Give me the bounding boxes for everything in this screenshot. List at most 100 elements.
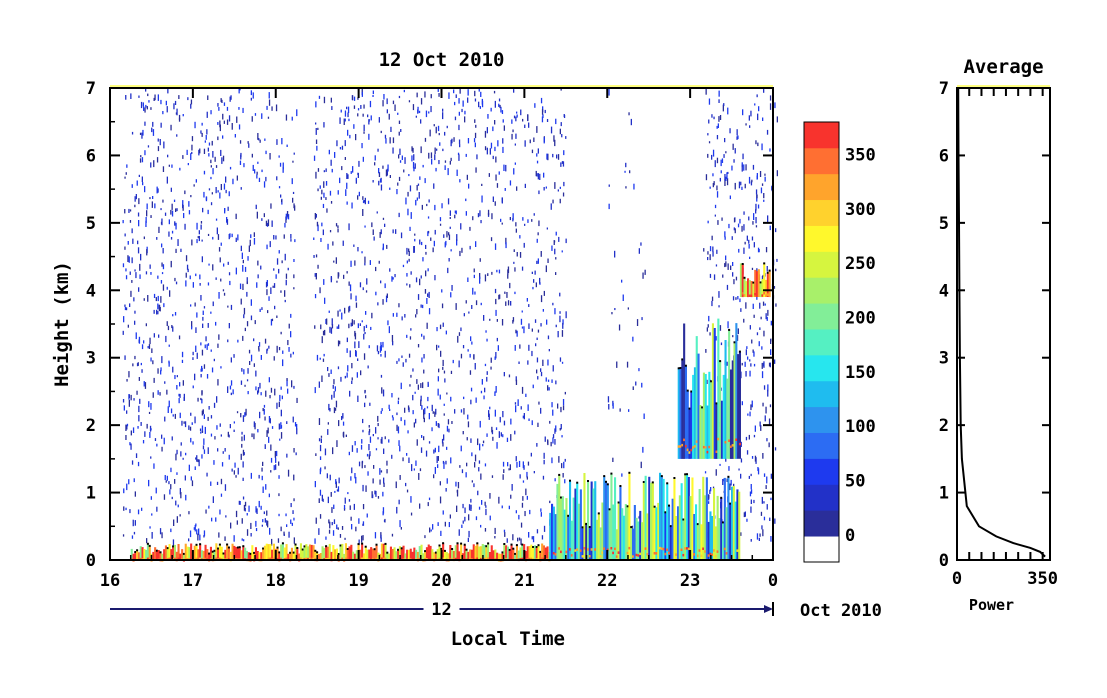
noise-speck: [734, 228, 736, 234]
x-axis-ticks: 16 17 18 19 20 21 22 23 0: [100, 88, 778, 591]
noise-speck: [156, 309, 158, 315]
noise-speck: [558, 456, 560, 463]
noise-speck: [428, 111, 430, 114]
noise-speck: [201, 425, 204, 432]
layer-streak: [708, 371, 711, 459]
layer-streak: [227, 547, 230, 560]
layer-streak: [556, 483, 559, 560]
layer-streak: [272, 543, 275, 560]
layer-streak: [713, 488, 716, 560]
layer-streak: [728, 329, 731, 459]
noise-speck: [283, 234, 285, 239]
noise-speck: [752, 221, 754, 225]
noise-speck: [291, 178, 293, 185]
noise-speck: [188, 201, 190, 207]
noise-speck: [441, 289, 443, 293]
noise-speck: [134, 320, 136, 325]
layer-streak: [596, 519, 599, 560]
noise-speck: [526, 298, 528, 302]
noise-speck: [354, 441, 356, 446]
noise-speck: [231, 468, 233, 472]
noise-speck: [220, 434, 222, 437]
layer-streak: [592, 488, 595, 560]
noise-speck: [355, 302, 358, 308]
layer-streak: [411, 551, 414, 560]
layer-streak: [370, 547, 373, 560]
noise-speck: [463, 396, 465, 400]
noise-speck: [160, 122, 162, 128]
layer-core: [310, 557, 313, 561]
noise-speck: [479, 276, 481, 279]
noise-speck: [740, 308, 742, 312]
noise-speck: [131, 257, 133, 264]
layer-streak: [702, 476, 705, 560]
noise-speck: [278, 268, 280, 274]
noise-speck: [126, 164, 128, 168]
noise-speck: [407, 208, 409, 216]
layer-core: [729, 445, 732, 448]
noise-speck: [758, 249, 760, 253]
noise-speck: [404, 419, 406, 426]
noise-speck: [731, 165, 733, 171]
noise-speck: [215, 517, 217, 522]
noise-speck: [463, 408, 465, 415]
noise-speck: [380, 280, 382, 284]
noise-speck: [200, 342, 202, 346]
noise-speck: [207, 95, 209, 100]
noise-speck: [293, 474, 295, 481]
layer-streak: [630, 527, 633, 560]
layer-core: [728, 439, 731, 442]
noise-speck: [398, 499, 400, 505]
layer-top-mark: [155, 549, 158, 552]
layer-core: [735, 438, 738, 441]
noise-speck: [361, 143, 363, 149]
layer-streak: [200, 550, 203, 560]
noise-speck: [537, 422, 539, 427]
noise-speck: [315, 139, 318, 144]
noise-speck: [513, 89, 515, 93]
noise-speck: [355, 526, 357, 532]
layer-streak: [256, 551, 259, 560]
noise-speck: [513, 115, 516, 119]
noise-speck: [546, 227, 548, 230]
noise-speck: [129, 271, 131, 275]
noise-speck: [251, 153, 253, 158]
noise-speck: [749, 370, 751, 377]
layer-top-mark: [535, 546, 538, 548]
noise-speck: [389, 408, 391, 411]
layer-top-mark: [653, 505, 656, 508]
noise-speck: [460, 223, 462, 230]
noise-speck: [542, 359, 544, 366]
noise-speck: [758, 341, 760, 347]
noise-speck: [291, 380, 293, 388]
layer-streak: [249, 553, 252, 560]
layer-streak: [172, 546, 175, 560]
noise-speck: [363, 333, 365, 340]
noise-speck: [462, 431, 464, 435]
noise-speck: [459, 465, 461, 468]
noise-speck: [195, 457, 197, 460]
noise-speck: [184, 223, 186, 230]
noise-speck: [178, 393, 180, 397]
noise-speck: [202, 207, 204, 213]
noise-speck: [776, 258, 778, 262]
noise-speck: [138, 174, 140, 177]
noise-speck: [425, 270, 427, 277]
noise-speck: [528, 122, 530, 128]
noise-speck: [490, 107, 492, 112]
noise-speck: [250, 533, 252, 537]
noise-speck: [397, 112, 399, 115]
layer-top-mark: [166, 547, 169, 550]
layer-streak: [655, 507, 658, 560]
noise-speck: [353, 124, 355, 129]
noise-speck: [172, 414, 174, 417]
noise-speck: [245, 408, 247, 416]
noise-speck: [526, 495, 528, 500]
layer-top-mark: [136, 549, 139, 552]
noise-speck: [334, 407, 337, 411]
noise-speck: [328, 310, 330, 313]
noise-speck: [168, 481, 170, 485]
x-tick-label: 21: [514, 571, 534, 591]
noise-speck: [196, 222, 198, 230]
layer-streak: [711, 323, 714, 459]
